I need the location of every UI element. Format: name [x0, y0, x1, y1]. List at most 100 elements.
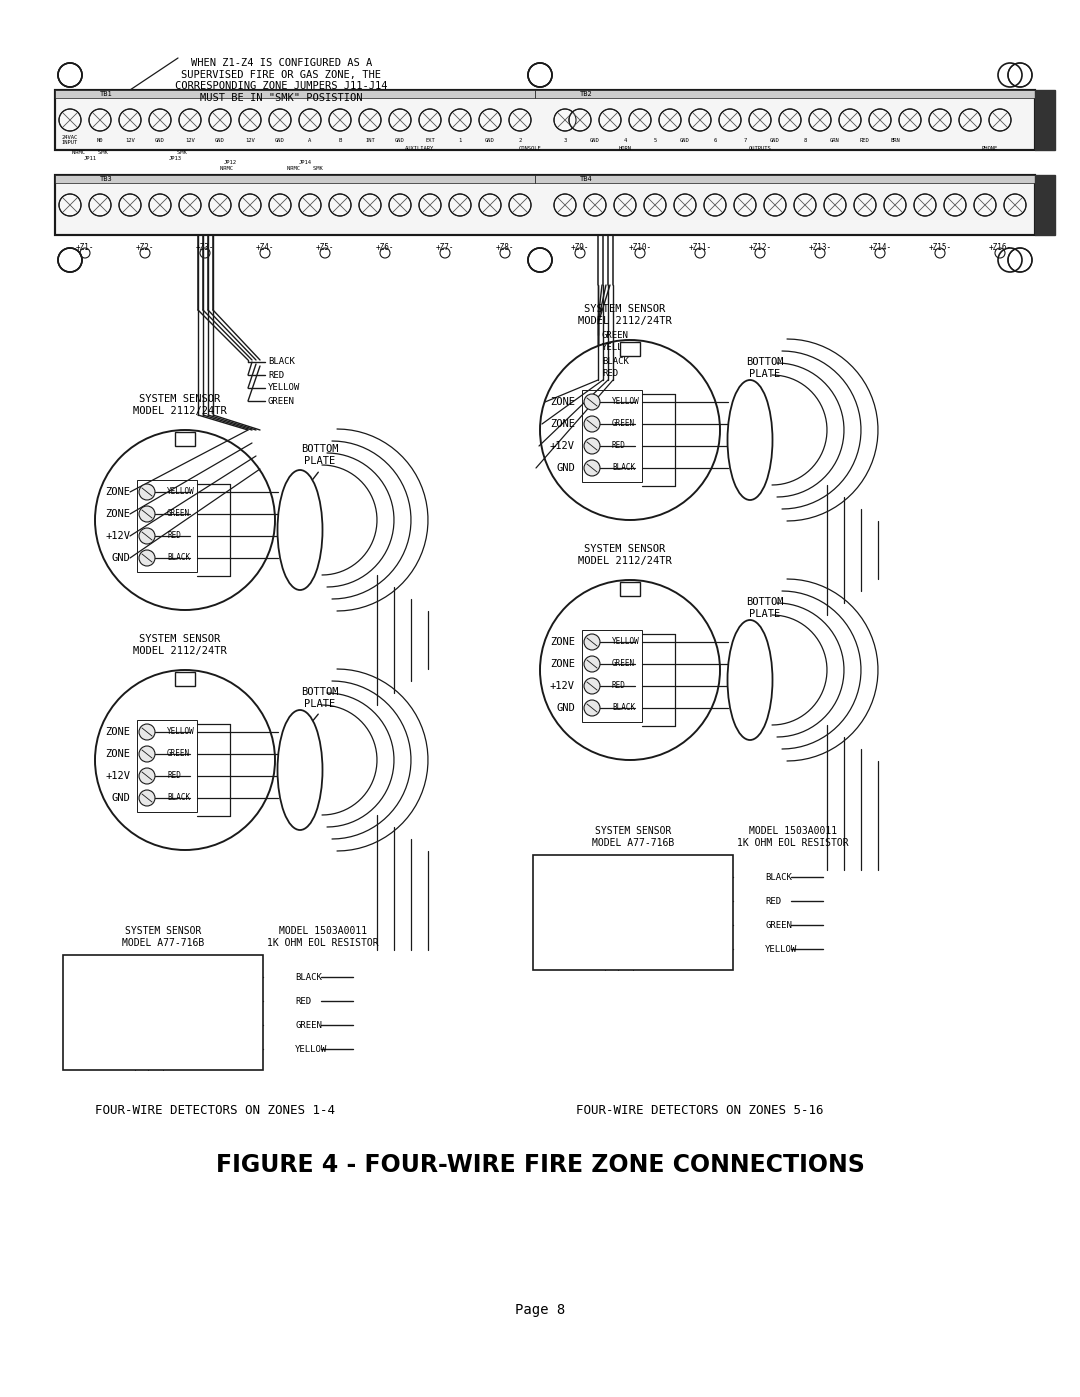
Bar	[55, 89, 535, 98]
Bar	[63, 956, 264, 1070]
Text: GREEN: GREEN	[612, 659, 635, 669]
Text: BRN: BRN	[890, 137, 900, 142]
Text: BLACK: BLACK	[612, 704, 635, 712]
Text: +Z13-: +Z13-	[809, 243, 832, 253]
Text: SYSTEM SENSOR
MODEL A77-716B: SYSTEM SENSOR MODEL A77-716B	[122, 926, 204, 947]
Text: GND: GND	[556, 703, 575, 712]
Circle shape	[139, 550, 156, 566]
Text: GND: GND	[770, 137, 780, 142]
Circle shape	[615, 194, 636, 217]
Circle shape	[179, 109, 201, 131]
Circle shape	[329, 194, 351, 217]
Circle shape	[149, 194, 171, 217]
Text: 12V: 12V	[245, 137, 255, 142]
Circle shape	[139, 528, 156, 543]
Text: GREEN: GREEN	[167, 750, 190, 759]
Text: GND: GND	[590, 137, 599, 142]
Circle shape	[824, 194, 846, 217]
Text: BLACK: BLACK	[670, 873, 697, 882]
Text: GREEN: GREEN	[268, 397, 295, 405]
Circle shape	[914, 194, 936, 217]
Text: +Z15-: +Z15-	[929, 243, 951, 253]
Text: 7: 7	[743, 137, 746, 142]
Text: JP14: JP14	[298, 159, 311, 165]
Bar	[620, 342, 640, 356]
Text: +12V: +12V	[105, 771, 130, 781]
Text: INT: INT	[365, 137, 375, 142]
Text: SYSTEM SENSOR
MODEL 2112/24TR: SYSTEM SENSOR MODEL 2112/24TR	[133, 394, 227, 416]
Text: YELLOW: YELLOW	[268, 384, 300, 393]
Text: MODEL 1503A0011
1K OHM EOL RESISTOR: MODEL 1503A0011 1K OHM EOL RESISTOR	[738, 826, 849, 848]
Text: JP11: JP11	[83, 155, 96, 161]
Text: SYSTEM SENSOR
MODEL 2112/24TR: SYSTEM SENSOR MODEL 2112/24TR	[578, 545, 672, 566]
Circle shape	[509, 109, 531, 131]
Text: BLACK: BLACK	[268, 358, 295, 366]
Text: +Z16-: +Z16-	[988, 243, 1012, 253]
Text: BLACK: BLACK	[200, 972, 227, 982]
Text: NRMC    SMK: NRMC SMK	[287, 165, 323, 170]
Circle shape	[764, 194, 786, 217]
Text: +12V: +12V	[105, 531, 130, 541]
Bar	[1035, 175, 1055, 235]
Text: POWER: POWER	[607, 901, 616, 923]
Circle shape	[299, 109, 321, 131]
Circle shape	[359, 109, 381, 131]
Text: YELLOW: YELLOW	[167, 728, 194, 736]
Circle shape	[584, 460, 600, 476]
Text: GND: GND	[556, 462, 575, 474]
Text: 3: 3	[564, 137, 567, 142]
Text: OUTPUTS: OUTPUTS	[748, 145, 771, 151]
Text: 5: 5	[653, 137, 657, 142]
Text: 24VAC
INPUT: 24VAC INPUT	[62, 134, 78, 145]
Text: FOUR-WIRE DETECTORS ON ZONES 5-16: FOUR-WIRE DETECTORS ON ZONES 5-16	[577, 1104, 824, 1116]
Circle shape	[149, 109, 171, 131]
Text: 1: 1	[458, 137, 461, 142]
Text: ZONE: ZONE	[105, 488, 130, 497]
Circle shape	[554, 194, 576, 217]
Circle shape	[584, 634, 600, 650]
Text: EOL POWER
SUPERVISION
RELAY: EOL POWER SUPERVISION RELAY	[69, 996, 133, 1030]
Bar	[582, 390, 642, 482]
Text: ZONE: ZONE	[105, 749, 130, 759]
Circle shape	[584, 657, 600, 672]
Circle shape	[139, 483, 156, 500]
Text: ZONE: ZONE	[550, 659, 575, 669]
Circle shape	[139, 724, 156, 740]
Bar	[535, 89, 1035, 98]
Text: AUXILIARY: AUXILIARY	[405, 145, 434, 151]
Bar	[55, 89, 1035, 149]
Circle shape	[599, 109, 621, 131]
Circle shape	[809, 109, 831, 131]
Text: GREEN: GREEN	[602, 331, 629, 339]
Text: RED: RED	[860, 137, 869, 142]
Text: +Z5-: +Z5-	[315, 243, 334, 253]
Text: GND: GND	[111, 553, 130, 563]
Text: ZONE: ZONE	[105, 509, 130, 520]
Bar	[175, 672, 195, 686]
Circle shape	[674, 194, 696, 217]
Circle shape	[569, 109, 591, 131]
Bar	[137, 481, 197, 571]
Text: N0: N0	[97, 137, 104, 142]
Circle shape	[584, 194, 606, 217]
Circle shape	[974, 194, 996, 217]
Text: 12V: 12V	[125, 137, 135, 142]
Text: VIOLET: VIOLET	[666, 921, 699, 929]
Text: +12V: +12V	[550, 680, 575, 692]
Text: +Z11-: +Z11-	[688, 243, 712, 253]
Circle shape	[449, 194, 471, 217]
Circle shape	[89, 109, 111, 131]
Text: GND: GND	[215, 137, 225, 142]
Text: PHONE: PHONE	[982, 145, 998, 151]
Bar	[55, 175, 535, 183]
Text: BLACK: BLACK	[167, 553, 190, 563]
Text: YELLOW: YELLOW	[612, 637, 639, 647]
Circle shape	[554, 109, 576, 131]
Text: ZONE: ZONE	[550, 419, 575, 429]
Circle shape	[210, 109, 231, 131]
Circle shape	[869, 109, 891, 131]
Circle shape	[139, 768, 156, 784]
Text: GND: GND	[156, 137, 165, 142]
Text: ZONE: ZONE	[105, 726, 130, 738]
Text: HORN: HORN	[619, 145, 632, 151]
